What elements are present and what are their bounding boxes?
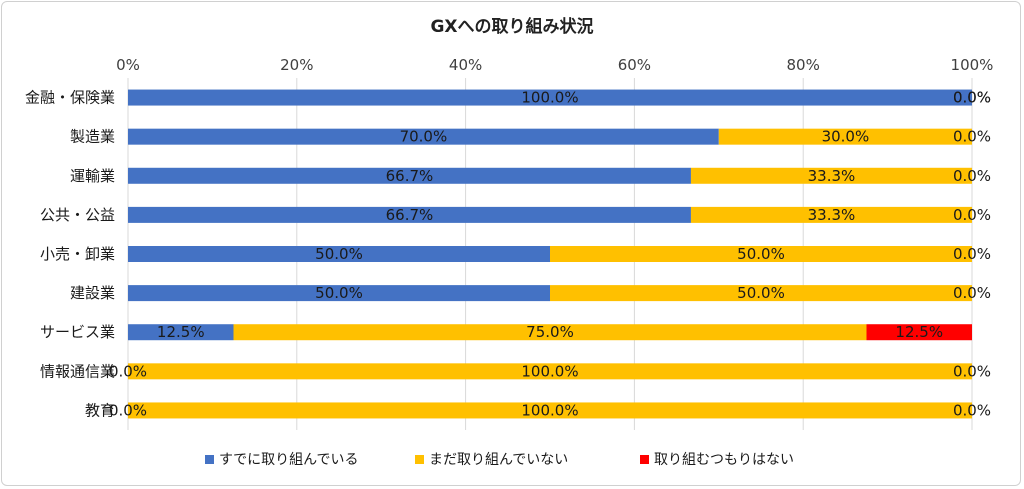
bar-segment — [550, 285, 972, 302]
chart-title: GXへの取り組み状況 — [430, 16, 593, 37]
x-tick-label: 100% — [951, 56, 994, 74]
category-label: 金融・保険業 — [25, 89, 115, 107]
x-tick-label: 20% — [280, 56, 313, 74]
legend-swatch — [640, 455, 649, 464]
bar-segment — [233, 324, 867, 341]
data-label: 50.0% — [737, 284, 785, 302]
category-label: 建設業 — [70, 284, 115, 302]
data-label: 50.0% — [315, 245, 363, 263]
bar-segment — [128, 363, 972, 380]
bar-segment — [128, 324, 234, 341]
data-label: 66.7% — [386, 206, 434, 224]
legend-swatch — [205, 455, 214, 464]
x-tick-label: 0% — [116, 56, 140, 74]
legend: すでに取り組んでいる まだ取り組んでいない 取り組むつもりはない — [205, 452, 794, 468]
data-label: 100.0% — [521, 401, 578, 419]
bar-segment — [550, 246, 972, 262]
legend-swatch — [415, 455, 424, 464]
data-label: 30.0% — [822, 128, 870, 146]
bar-segment — [128, 402, 972, 419]
data-label: 33.3% — [808, 206, 856, 224]
bar-segment — [128, 167, 691, 184]
bar-segment — [128, 246, 550, 262]
data-label: 0.0% — [953, 245, 991, 263]
data-label: 12.5% — [895, 323, 943, 341]
bar-segment — [128, 206, 691, 223]
bars — [128, 89, 972, 419]
bar-segment — [128, 89, 972, 106]
data-label: 0.0% — [953, 89, 991, 107]
data-label: 100.0% — [521, 89, 578, 107]
data-label: 0.0% — [109, 362, 147, 380]
legend-label: まだ取り組んでいない — [429, 452, 568, 468]
data-label: 0.0% — [953, 206, 991, 224]
data-label: 0.0% — [953, 362, 991, 380]
bar-segment — [690, 206, 972, 223]
x-tick-label: 60% — [618, 56, 651, 74]
category-label: 小売・卸業 — [40, 245, 115, 263]
category-label: 製造業 — [70, 128, 115, 146]
data-label: 0.0% — [953, 401, 991, 419]
data-label: 0.0% — [953, 284, 991, 302]
bar-segment — [718, 128, 972, 145]
category-label: 公共・公益 — [40, 206, 115, 224]
x-axis-ticks: 0% 20% 40% 60% 80% 100% — [116, 56, 993, 74]
data-label: 70.0% — [400, 128, 448, 146]
data-label: 12.5% — [157, 323, 205, 341]
data-label: 50.0% — [737, 245, 785, 263]
x-tick-label: 80% — [787, 56, 820, 74]
category-label: 運輸業 — [70, 167, 115, 185]
data-label: 50.0% — [315, 284, 363, 302]
category-label: 教育 — [85, 401, 115, 419]
bar-segment — [128, 128, 719, 145]
bar-segment — [690, 167, 972, 184]
data-label: 75.0% — [526, 323, 574, 341]
data-label: 33.3% — [808, 167, 856, 185]
legend-label: すでに取り組んでいる — [219, 452, 358, 468]
data-label: 66.7% — [386, 167, 434, 185]
bar-segment — [128, 285, 550, 302]
data-label: 0.0% — [109, 401, 147, 419]
x-tick-label: 40% — [449, 56, 482, 74]
legend-label: 取り組むつもりはない — [654, 452, 794, 468]
bar-segment — [866, 324, 972, 341]
data-label: 0.0% — [953, 167, 991, 185]
category-label: サービス業 — [40, 323, 115, 341]
data-label: 0.0% — [953, 89, 991, 107]
data-label: 100.0% — [521, 362, 578, 380]
data-labels: 100.0% 0.0% 0.0% 70.0% 30.0% 0.0% 66.7% 33.3% 0.… — [109, 89, 991, 420]
category-label: 情報通信業 — [40, 362, 115, 380]
data-label: 0.0% — [953, 128, 991, 146]
